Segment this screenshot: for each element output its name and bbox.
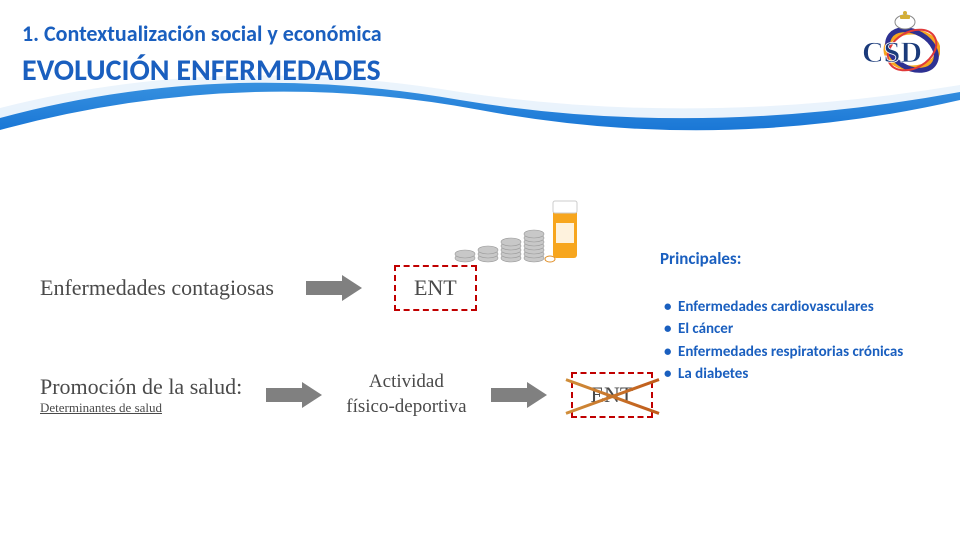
arrow-icon xyxy=(264,380,324,410)
section-number: 1. Contextualización social y económica xyxy=(22,20,382,47)
arrow-icon xyxy=(304,273,364,303)
list-item: Enfermedades cardiovasculares xyxy=(660,297,940,317)
principals-block: Principales: Enfermedades cardiovascular… xyxy=(660,248,940,386)
csd-logo: CSD xyxy=(840,10,940,80)
promocion-subtitle: Determinantes de salud xyxy=(40,400,242,416)
actividad-line1: Actividad xyxy=(369,371,444,392)
flow-row-2: Promoción de la salud: Determinantes de … xyxy=(40,370,653,419)
section-title: EVOLUCIÓN ENFERMEDADES xyxy=(22,52,381,89)
list-item: Enfermedades respiratorias crónicas xyxy=(660,342,940,362)
flow-row-1: Enfermedades contagiosas ENT xyxy=(40,265,477,311)
label-actividad: Actividad físico-deportiva xyxy=(346,370,466,419)
list-item: La diabetes xyxy=(660,364,940,384)
arrow-icon xyxy=(489,380,549,410)
label-enfermedades-contagiosas: Enfermedades contagiosas xyxy=(40,275,274,301)
principals-list: Enfermedades cardiovasculares El cáncer … xyxy=(660,297,940,384)
list-item: El cáncer xyxy=(660,319,940,339)
promocion-title: Promoción de la salud: xyxy=(40,374,242,400)
ent-box-1: ENT xyxy=(394,265,477,311)
coins-pills-illustration xyxy=(450,195,590,265)
ent-box-2-strikethrough: ENT xyxy=(571,372,654,418)
principals-title: Principales: xyxy=(660,248,940,269)
label-promocion-salud: Promoción de la salud: Determinantes de … xyxy=(40,374,242,416)
actividad-line2: físico-deportiva xyxy=(346,396,466,417)
svg-text:CSD: CSD xyxy=(862,36,922,69)
